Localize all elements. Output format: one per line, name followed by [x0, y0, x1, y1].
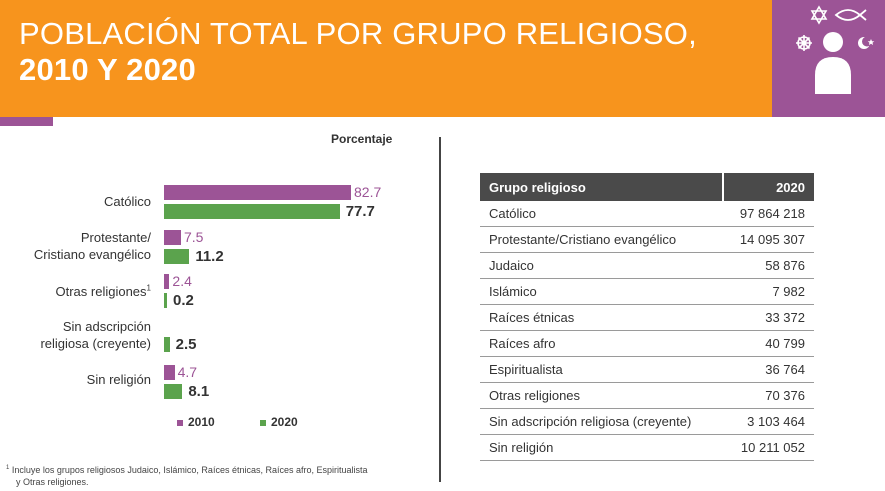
table-row: Judaico 58 876 [480, 252, 814, 279]
table-row: Sin religión 10 211 052 [480, 434, 814, 461]
religion-icon-box [772, 0, 885, 117]
bar-2010 [164, 185, 351, 200]
data-label-2010: 7.5 [183, 229, 204, 245]
table-header-group: Grupo religioso [480, 173, 723, 201]
table-row: Católico 97 864 218 [480, 201, 814, 227]
category-label: Sin adscripción religiosa (creyente) [40, 318, 151, 352]
data-label-2010: 82.7 [354, 184, 382, 200]
star-of-david-icon [810, 5, 828, 25]
data-label-2020: 0.2 [173, 292, 194, 309]
legend-swatch-2010 [177, 419, 183, 426]
person-body-icon [815, 57, 851, 94]
table-body: Católico 97 864 218 Protestante/Cristiano … [480, 201, 814, 461]
footnote: 1 Incluye los grupos religiosos Judaico,… [6, 462, 426, 488]
religion-icons [796, 5, 875, 94]
footnote-reference: 1 [146, 283, 151, 293]
table-cell-group: Islámico [480, 278, 723, 305]
table-row: Islámico 7 982 [480, 278, 814, 305]
table-header-year: 2020 [721, 173, 814, 201]
page-title: POBLACIÓN TOTAL POR GRUPO RELIGIOSO, 201… [19, 16, 697, 88]
table-cell-group: Raíces étnicas [480, 304, 723, 331]
bar-2020 [164, 293, 167, 308]
table-cell-group: Protestante/Cristiano evangélico [480, 226, 723, 253]
table-cell-group: Católico [480, 201, 723, 227]
footnote-line-2: y Otras religiones. [16, 477, 89, 487]
category-label-line: Sin religión [86, 371, 151, 387]
data-label-2020: 77.7 [345, 203, 375, 220]
table-cell-population: 10 211 052 [722, 434, 814, 461]
table-cell-group: Espiritualista [480, 356, 723, 383]
category-label-line: Sin adscripción [62, 318, 151, 334]
bar-2020 [164, 204, 340, 219]
table-cell-group: Sin adscripción religiosa (creyente) [480, 408, 723, 435]
crescent-star-icon [858, 36, 875, 49]
title-line-1: POBLACIÓN TOTAL POR GRUPO RELIGIOSO, [19, 16, 697, 51]
vertical-divider [439, 137, 441, 482]
table-cell-population: 97 864 218 [722, 201, 814, 227]
table-cell-group: Judaico [480, 252, 723, 279]
data-label-2020: 2.5 [175, 336, 197, 353]
bar-2020 [164, 249, 190, 264]
table-cell-population: 70 376 [722, 382, 814, 409]
category-label: Protestante/Cristiano evangélico [34, 229, 151, 263]
legend-item-2020: 2020 [260, 415, 298, 429]
data-label-2020: 8.1 [188, 383, 210, 400]
category-label-line: Católico [104, 193, 151, 209]
axis-unit-label: Porcentaje [331, 132, 393, 146]
table-cell-group: Sin religión [480, 434, 723, 461]
legend-label-2010: 2010 [188, 415, 215, 429]
data-label-2020: 11.2 [195, 248, 224, 265]
table-row: Sin adscripción religiosa (creyente) 3 10… [480, 408, 814, 435]
bar-2020 [164, 337, 170, 352]
bar-2020 [164, 384, 183, 399]
table-cell-population: 36 764 [722, 356, 814, 383]
ichthys-fish-icon [834, 9, 867, 21]
table-cell-population: 3 103 464 [722, 408, 814, 435]
table-cell-population: 58 876 [722, 252, 814, 279]
dharma-wheel-icon [796, 35, 812, 51]
category-label: Católico [104, 193, 151, 210]
category-label-line: Protestante/ [80, 229, 151, 245]
footnote-mark: 1 [6, 465, 10, 471]
table-row: Protestante/Cristiano evangélico 14 095 3… [480, 226, 814, 253]
title-line-2: 2010 Y 2020 [19, 52, 196, 87]
bar-2010 [164, 230, 181, 245]
table-header-row: Grupo religioso 2020 [480, 173, 814, 201]
category-label-line: religiosa (creyente) [40, 335, 151, 351]
person-head-icon [823, 32, 843, 52]
table-cell-population: 7 982 [722, 278, 814, 305]
footnote-line-1: Incluye los grupos religiosos Judaico, I… [9, 465, 368, 475]
legend-item-2010: 2010 [177, 415, 215, 429]
bar-2010 [164, 274, 170, 289]
table-row: Espiritualista 36 764 [480, 356, 814, 383]
legend-swatch-2020 [260, 419, 266, 426]
table-cell-population: 14 095 307 [722, 226, 814, 253]
category-label: Sin religión [87, 371, 151, 388]
category-label-line: Cristiano evangélico [33, 246, 151, 262]
title-banner: POBLACIÓN TOTAL POR GRUPO RELIGIOSO, 201… [0, 0, 772, 117]
data-label-2010: 4.7 [177, 364, 198, 380]
bar-2010 [164, 365, 175, 380]
table-cell-population: 33 372 [722, 304, 814, 331]
table-row: Raíces afro 40 799 [480, 330, 814, 357]
table-row: Raíces étnicas 33 372 [480, 304, 814, 331]
table-cell-population: 40 799 [722, 330, 814, 357]
table-cell-group: Raíces afro [480, 330, 723, 357]
religion-table: Grupo religioso 2020 Católico 97 864 218 P… [480, 173, 814, 461]
table-cell-group: Otras religiones [480, 382, 723, 409]
accent-stripe [0, 117, 53, 126]
category-label-line: Otras religiones [55, 283, 147, 299]
table-row: Otras religiones 70 376 [480, 382, 814, 409]
data-label-2010: 2.4 [172, 273, 192, 289]
legend-label-2020: 2020 [271, 415, 298, 429]
category-label: Otras religiones1 [56, 283, 152, 300]
